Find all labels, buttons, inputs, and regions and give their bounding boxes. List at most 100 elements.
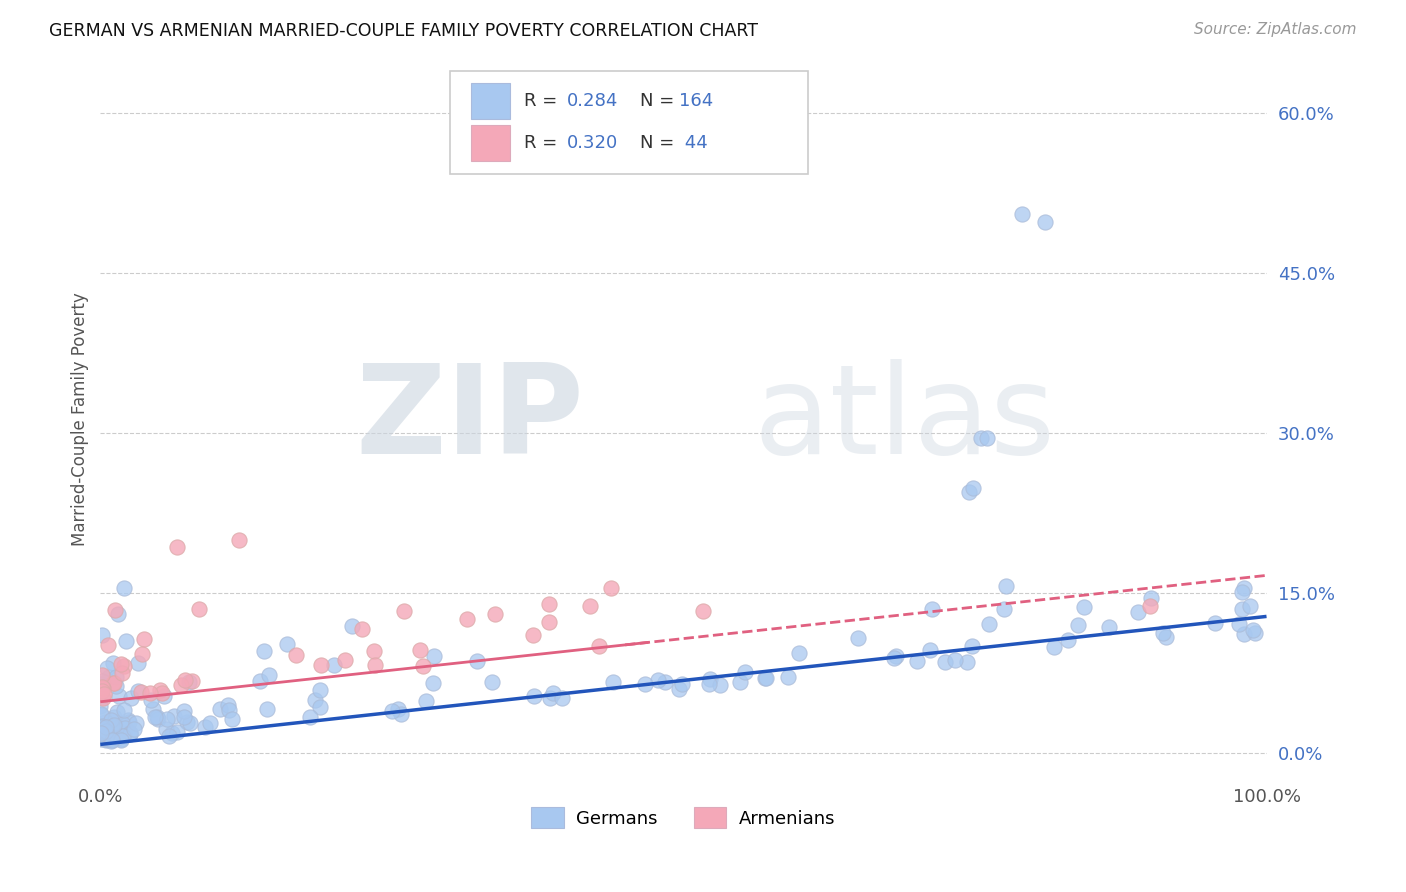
Point <box>537 615 560 630</box>
Point <box>692 604 714 618</box>
Point <box>538 597 561 611</box>
Point <box>100 713 122 727</box>
Point <box>163 708 186 723</box>
Point <box>100 719 122 733</box>
Point <box>91 673 114 688</box>
Point <box>90 726 112 740</box>
Point <box>105 722 128 736</box>
Point <box>392 604 415 618</box>
Point <box>166 725 188 739</box>
Point <box>943 653 966 667</box>
Point <box>91 668 114 682</box>
Point <box>91 681 114 695</box>
Point <box>149 682 172 697</box>
Point <box>918 642 941 657</box>
Point <box>110 657 132 671</box>
Text: GERMAN VS ARMENIAN MARRIED-COUPLE FAMILY POVERTY CORRELATION CHART: GERMAN VS ARMENIAN MARRIED-COUPLE FAMILY… <box>49 22 758 40</box>
Point <box>114 721 136 735</box>
Point <box>1098 620 1121 634</box>
Point <box>91 689 114 703</box>
Point <box>122 722 145 736</box>
Text: 164: 164 <box>679 92 713 110</box>
Point <box>905 654 928 668</box>
Point <box>89 699 111 714</box>
Point <box>309 657 332 672</box>
Point <box>166 540 188 554</box>
Point <box>112 703 135 717</box>
Point <box>110 731 132 746</box>
Point <box>1152 625 1174 640</box>
Point <box>111 666 134 681</box>
Point <box>131 647 153 661</box>
Point <box>200 716 222 731</box>
Point <box>423 648 446 663</box>
Text: ZIP: ZIP <box>356 359 585 480</box>
Point <box>340 619 363 633</box>
Point <box>173 704 195 718</box>
Point <box>993 602 1015 616</box>
Point <box>1011 207 1033 221</box>
Point <box>105 679 128 693</box>
Point <box>970 431 993 445</box>
Point <box>962 482 984 496</box>
Point <box>111 729 134 743</box>
Point <box>1233 581 1256 595</box>
Point <box>127 684 149 698</box>
Point <box>101 676 124 690</box>
Point <box>602 675 624 690</box>
Point <box>100 723 122 738</box>
Point <box>90 730 112 744</box>
Point <box>484 607 506 622</box>
Point <box>1139 599 1161 613</box>
Point <box>634 677 657 691</box>
Point <box>456 611 478 625</box>
Point <box>94 723 117 738</box>
Point <box>148 713 170 727</box>
Point <box>145 709 167 723</box>
Point <box>755 671 778 685</box>
Point <box>139 693 162 707</box>
Point <box>960 640 983 654</box>
Point <box>1073 599 1095 614</box>
Point <box>115 633 138 648</box>
Point <box>309 700 332 714</box>
Text: atlas: atlas <box>754 359 1056 480</box>
Point <box>103 718 125 732</box>
Point <box>409 643 432 657</box>
Point <box>588 639 610 653</box>
Point <box>1239 599 1261 613</box>
Point <box>299 710 322 724</box>
Point <box>956 656 979 670</box>
Point <box>1057 632 1080 647</box>
Point <box>1126 605 1149 619</box>
Point <box>97 638 120 652</box>
Point <box>647 673 669 687</box>
Point <box>142 702 165 716</box>
Point <box>93 687 115 701</box>
Point <box>94 727 117 741</box>
Y-axis label: Married-Couple Family Poverty: Married-Couple Family Poverty <box>72 293 89 547</box>
Point <box>117 713 139 727</box>
Point <box>1140 591 1163 605</box>
Point <box>256 702 278 716</box>
Point <box>884 648 907 663</box>
Point <box>120 691 142 706</box>
Point <box>143 709 166 723</box>
Point <box>132 632 155 646</box>
Point <box>173 710 195 724</box>
Point <box>188 602 211 616</box>
Point <box>127 657 149 671</box>
Point <box>1244 626 1267 640</box>
Point <box>118 726 141 740</box>
Point <box>883 651 905 665</box>
Point <box>94 715 117 730</box>
Text: 0.284: 0.284 <box>567 92 619 110</box>
Point <box>387 702 409 716</box>
Point <box>89 723 111 738</box>
Text: N =: N = <box>640 92 679 110</box>
Point <box>91 680 114 694</box>
Point <box>104 603 127 617</box>
Point <box>91 719 114 733</box>
Point <box>541 686 564 700</box>
Point <box>654 675 676 690</box>
